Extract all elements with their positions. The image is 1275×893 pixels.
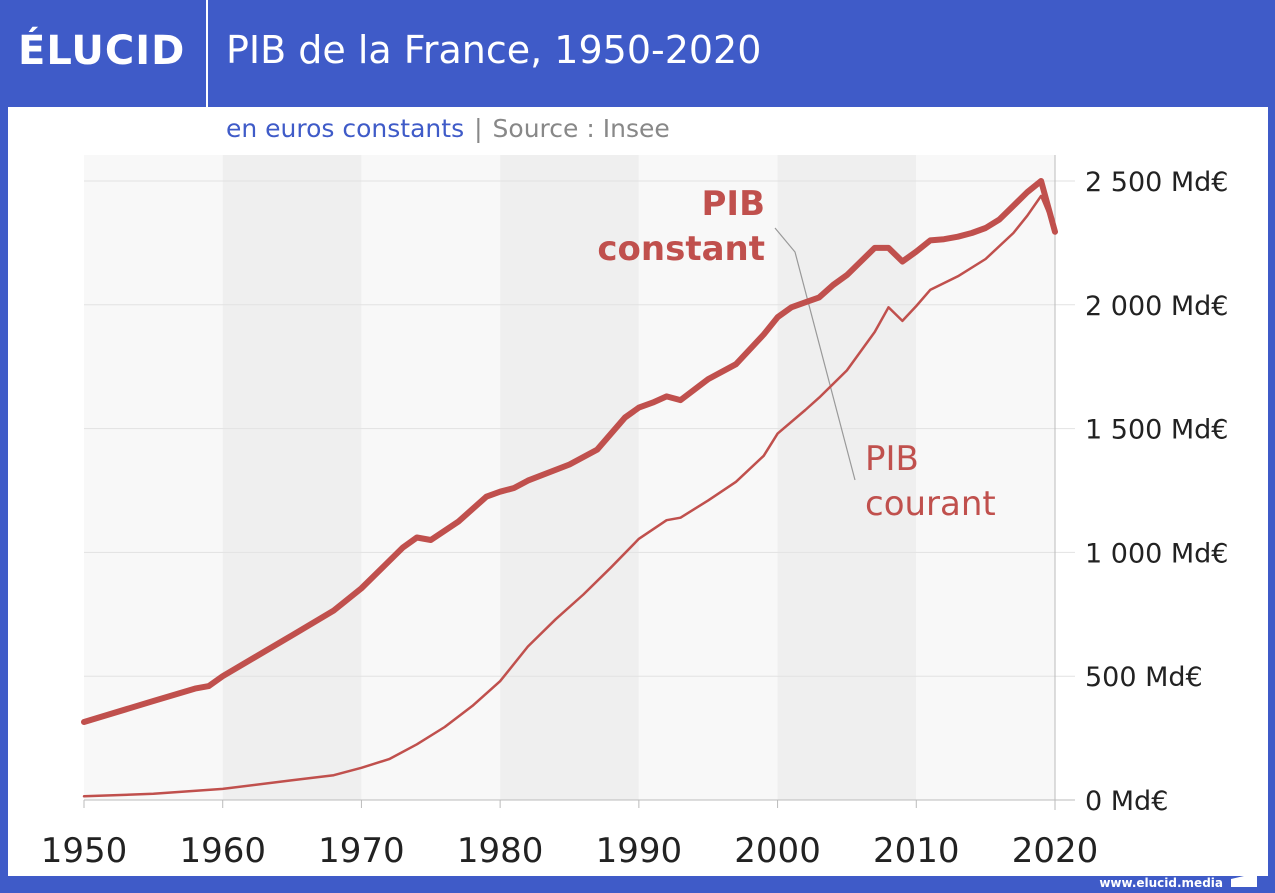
y-tick-label: 2 000 Md€ <box>1085 291 1229 322</box>
series-label: constant <box>597 229 765 269</box>
header: ÉLUCID PIB de la France, 1950-2020 <box>0 0 1275 107</box>
x-tick-label: 1950 <box>41 831 128 871</box>
series-label: PIB <box>702 184 765 224</box>
decade-band <box>777 155 917 800</box>
y-tick-label: 1 500 Md€ <box>1085 415 1229 446</box>
x-tick-label: 2010 <box>873 831 960 871</box>
label-leader-line <box>774 227 856 481</box>
x-tick-label: 2000 <box>734 831 821 871</box>
decade-band <box>84 155 223 800</box>
series-label: courant <box>865 484 996 524</box>
chart-title: PIB de la France, 1950-2020 <box>226 28 762 72</box>
decade-band <box>500 155 639 800</box>
elucid-mark-icon <box>1231 873 1257 887</box>
x-tick-label: 1970 <box>318 831 405 871</box>
unit-label: en euros constants <box>226 114 465 143</box>
header-divider <box>206 0 208 107</box>
series-label: PIB <box>865 439 919 479</box>
decade-band <box>361 155 501 800</box>
x-tick-label: 1960 <box>179 831 266 871</box>
decade-band <box>222 155 362 800</box>
y-tick-label: 0 Md€ <box>1085 786 1168 817</box>
y-tick-label: 500 Md€ <box>1085 662 1203 693</box>
footer-url[interactable]: www.elucid.media <box>1099 876 1223 890</box>
x-tick-label: 1990 <box>596 831 683 871</box>
series-line-pib-courant <box>82 194 1057 798</box>
decade-band <box>638 155 778 800</box>
elucid-logo: ÉLUCID <box>18 28 186 74</box>
y-tick-label: 2 500 Md€ <box>1085 167 1229 198</box>
subtitle: en euros constants | Source : Insee <box>226 114 670 143</box>
x-tick-label: 2020 <box>1012 831 1099 871</box>
source-label: Source : Insee <box>492 114 670 143</box>
x-tick-label: 1980 <box>457 831 544 871</box>
decade-band <box>916 155 1055 800</box>
subtitle-separator: | <box>474 114 483 143</box>
y-tick-label: 1 000 Md€ <box>1085 538 1229 569</box>
series-line-pib-constant <box>81 178 1058 725</box>
